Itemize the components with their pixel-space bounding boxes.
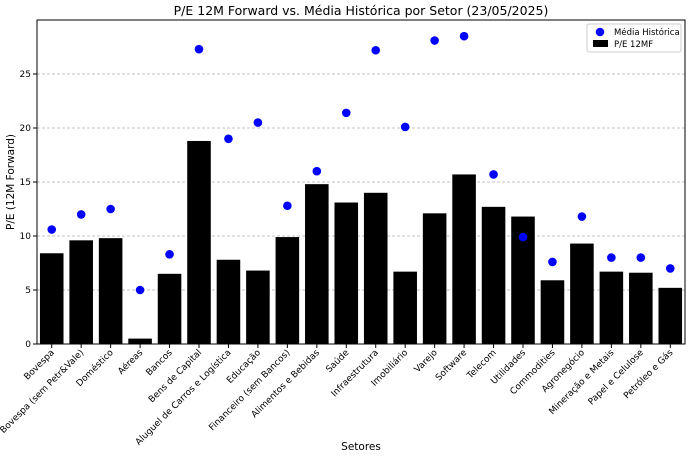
bar [363, 192, 388, 344]
y-tick-label: 20 [20, 124, 32, 134]
legend-label-bar: P/E 12MF [614, 40, 653, 50]
bar [658, 287, 683, 344]
bar [157, 273, 182, 344]
scatter-point [636, 253, 646, 262]
bar-series [39, 140, 683, 344]
legend-marker-bar [593, 40, 608, 47]
bar [481, 206, 506, 344]
scatter-point [106, 204, 115, 214]
scatter-point [341, 108, 351, 118]
bar [216, 259, 241, 344]
bar [69, 240, 93, 344]
x-tick-label: Varejo [413, 348, 440, 375]
scatter-point [312, 166, 322, 176]
bar [98, 238, 123, 344]
scatter-point [400, 122, 410, 132]
y-axis-label: P/E (12M Forward) [5, 134, 17, 230]
bar [570, 243, 594, 344]
scatter-point [224, 134, 233, 144]
bar [39, 253, 64, 344]
y-tick-label: 25 [20, 70, 31, 80]
bar [422, 213, 447, 344]
bar [334, 202, 359, 344]
legend-marker-scatter [595, 27, 605, 37]
bar [629, 272, 653, 344]
y-tick-label: 0 [25, 340, 31, 350]
bar [246, 270, 270, 344]
y-tick-label: 5 [25, 286, 31, 296]
chart-title: P/E 12M Forward vs. Média Histórica por … [174, 3, 549, 18]
scatter-point [76, 210, 86, 219]
bar [187, 140, 211, 344]
scatter-point [253, 118, 263, 127]
scatter-point [47, 225, 57, 234]
legend-label-scatter: Média Histórica [614, 27, 680, 38]
bar [128, 338, 152, 344]
scatter-point [371, 45, 381, 55]
y-axis: 0 5 10 15 20 25 [20, 70, 37, 350]
y-tick-label: 15 [20, 178, 31, 188]
scatter-point [607, 253, 616, 262]
x-tick-label: Saúde [324, 348, 351, 375]
scatter-point [489, 170, 498, 179]
scatter-point [518, 232, 528, 242]
scatter-point [577, 212, 587, 221]
x-tick-label: Software [434, 348, 469, 383]
x-tick-label: Aéreas [116, 347, 146, 377]
legend-box [586, 23, 682, 53]
bar [511, 216, 535, 344]
scatter-point [194, 44, 204, 54]
x-tick-label: Papel e Celulose [587, 348, 647, 408]
x-tick-label: Bens de Capital [147, 348, 204, 405]
scatter-point [165, 250, 174, 259]
bar [305, 184, 329, 344]
scatter-point [135, 285, 145, 295]
bar [540, 280, 565, 344]
scatter-point [665, 264, 675, 273]
scatter-point [283, 201, 292, 211]
x-axis-label: Setores [341, 441, 381, 453]
bar [452, 174, 476, 344]
bar [393, 271, 417, 344]
scatter-series [47, 31, 675, 295]
x-tick-label: Petróleo e Gás [622, 347, 676, 401]
y-tick-label: 10 [20, 232, 32, 242]
bar [275, 237, 300, 344]
legend: Média Histórica P/E 12MF [586, 23, 682, 53]
scatter-point [430, 36, 439, 45]
scatter-point [459, 31, 469, 41]
bar [599, 271, 624, 344]
scatter-point [548, 257, 557, 267]
